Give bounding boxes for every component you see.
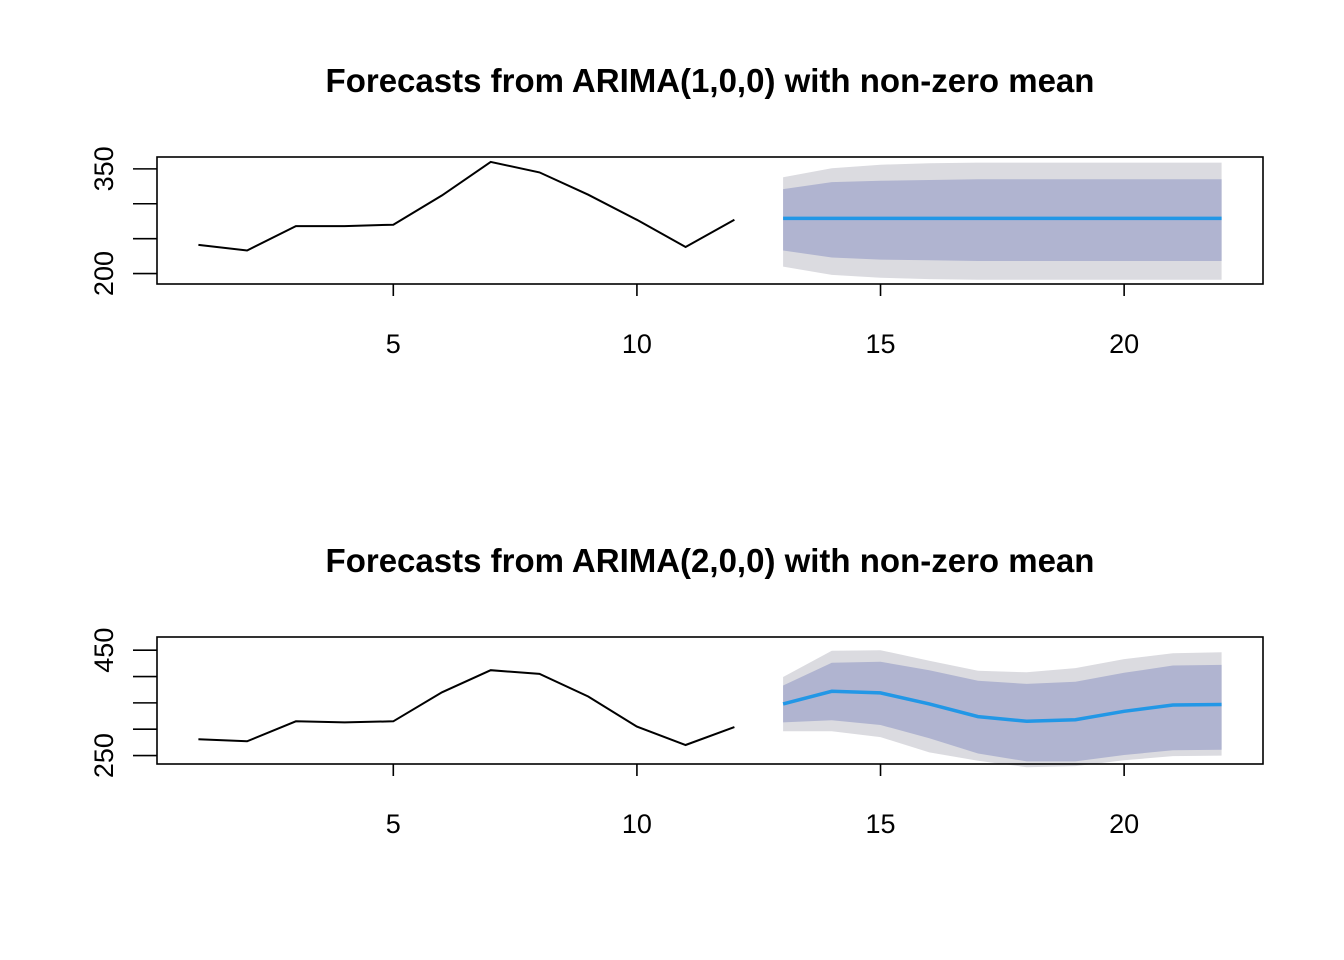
x-tick-label: 10 (622, 809, 652, 839)
chart-title: Forecasts from ARIMA(1,0,0) with non-zer… (326, 62, 1095, 99)
observed-series-line (198, 160, 735, 252)
chart-title: Forecasts from ARIMA(2,0,0) with non-zer… (326, 542, 1095, 579)
chart-arima-100: Forecasts from ARIMA(1,0,0) with non-zer… (89, 62, 1264, 359)
x-tick-label: 20 (1109, 809, 1139, 839)
y-tick-label: 450 (89, 628, 119, 673)
y-tick-label: 200 (89, 251, 119, 296)
observed-series-line (198, 669, 735, 747)
x-tick-label: 20 (1109, 329, 1139, 359)
x-tick-label: 15 (866, 809, 896, 839)
x-tick-label: 15 (866, 329, 896, 359)
x-tick-label: 10 (622, 329, 652, 359)
plot-frame (156, 156, 1264, 285)
x-tick-label: 5 (386, 329, 401, 359)
forecast-mean-line (782, 689, 1222, 724)
y-tick-label: 350 (89, 146, 119, 191)
chart-arima-200: Forecasts from ARIMA(2,0,0) with non-zer… (89, 542, 1264, 839)
x-tick-label: 5 (386, 809, 401, 839)
plot-frame (156, 636, 1264, 765)
y-tick-label: 250 (89, 733, 119, 778)
prediction-interval-80-band (783, 661, 1222, 762)
